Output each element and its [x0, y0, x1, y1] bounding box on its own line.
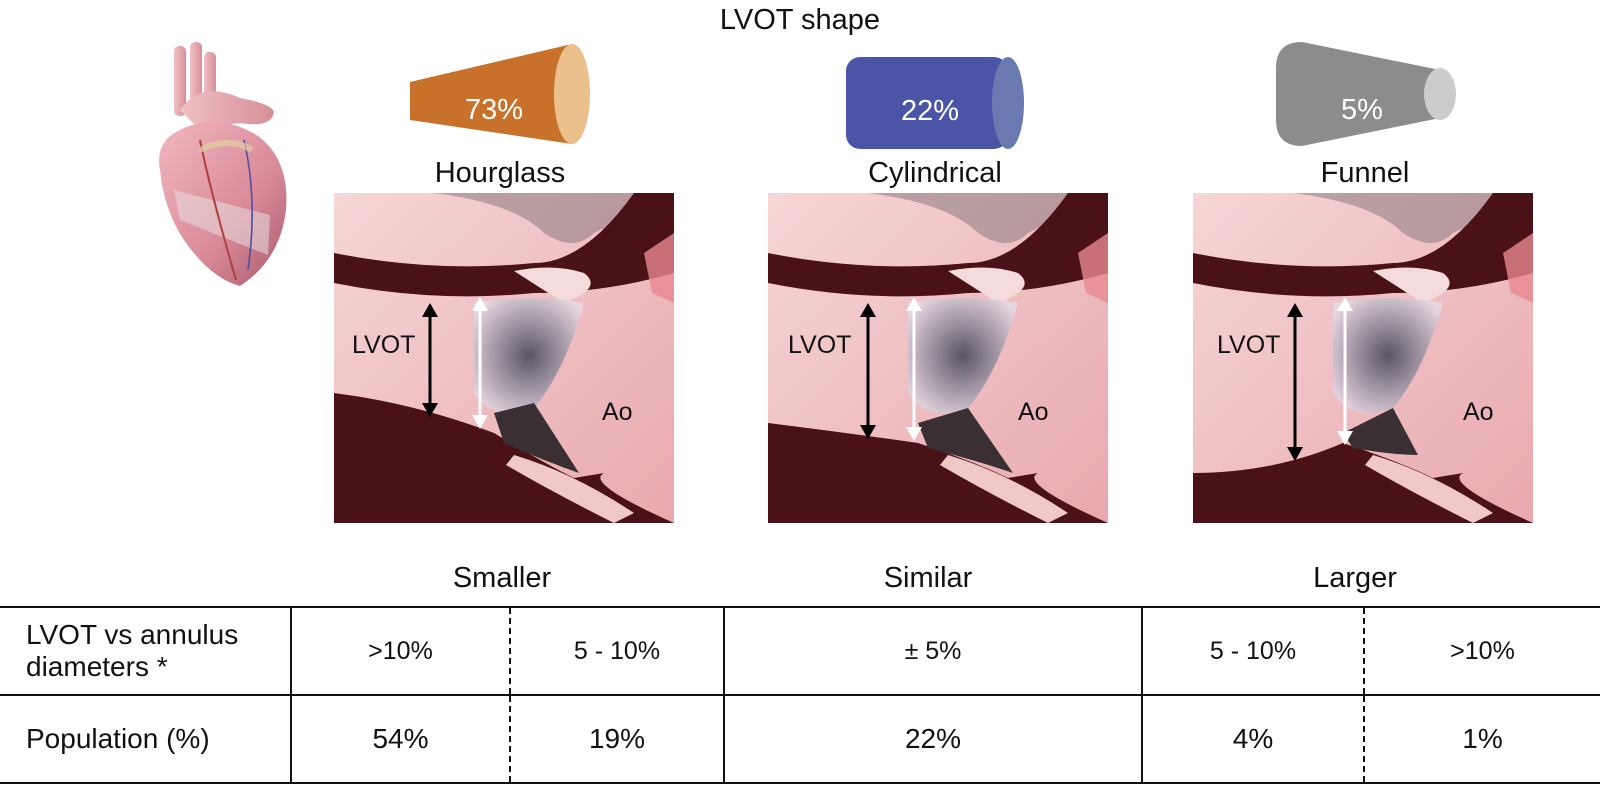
table-cell: >10%	[1363, 606, 1600, 696]
shape-label-hourglass: Hourglass	[434, 157, 566, 189]
panel-cylindrical: LVOT Ao	[768, 193, 1108, 523]
cylinder-body	[846, 57, 1008, 149]
cone-body	[410, 44, 572, 144]
table-cell: 54%	[290, 694, 511, 784]
cylinder-end	[992, 57, 1024, 149]
heart-illustration	[140, 40, 300, 290]
panel-hourglass: LVOT Ao	[334, 193, 674, 523]
shape-funnel-icon: 5%	[1272, 40, 1462, 148]
table-cell: >10%	[290, 606, 511, 696]
table-row: LVOT vs annulus diameters * >10% 5 - 10%…	[0, 606, 1600, 696]
panel-funnel: LVOT Ao	[1193, 193, 1533, 523]
shape-cylindrical-icon: 22%	[842, 55, 1032, 151]
funnel-end	[1424, 68, 1456, 120]
category-smaller: Smaller	[452, 562, 552, 594]
ao-label: Ao	[1463, 398, 1494, 426]
table-cell: 4%	[1141, 694, 1365, 784]
table-cell: ± 5%	[723, 606, 1143, 696]
funnel-body	[1276, 42, 1440, 146]
category-larger: Larger	[1313, 562, 1397, 594]
cone-end	[554, 44, 590, 144]
summary-table: LVOT vs annulus diameters * >10% 5 - 10%…	[0, 606, 1600, 784]
row-header-population: Population (%)	[0, 694, 292, 784]
table-cell: 22%	[723, 694, 1143, 784]
ao-label: Ao	[1018, 398, 1049, 426]
lvot-label: LVOT	[788, 331, 852, 359]
row-header-diameters: LVOT vs annulus diameters *	[0, 606, 292, 696]
table-cell: 19%	[509, 694, 725, 784]
lvot-label: LVOT	[1217, 331, 1281, 359]
ao-label: Ao	[602, 398, 633, 426]
table-cell: 1%	[1363, 694, 1600, 784]
table-cell: 5 - 10%	[1141, 606, 1365, 696]
shape-percent-hourglass: 73%	[464, 94, 524, 126]
shape-label-cylindrical: Cylindrical	[868, 157, 1002, 189]
table-row: Population (%) 54% 19% 22% 4% 1%	[0, 694, 1600, 784]
shape-percent-funnel: 5%	[1341, 94, 1383, 126]
diagram-title: LVOT shape	[719, 4, 881, 36]
lvot-label: LVOT	[352, 331, 416, 359]
table-cell: 5 - 10%	[509, 606, 725, 696]
shape-percent-cylindrical: 22%	[900, 95, 960, 127]
shape-hourglass-icon: 73%	[404, 40, 594, 148]
category-similar: Similar	[883, 562, 973, 594]
shape-label-funnel: Funnel	[1320, 157, 1410, 189]
